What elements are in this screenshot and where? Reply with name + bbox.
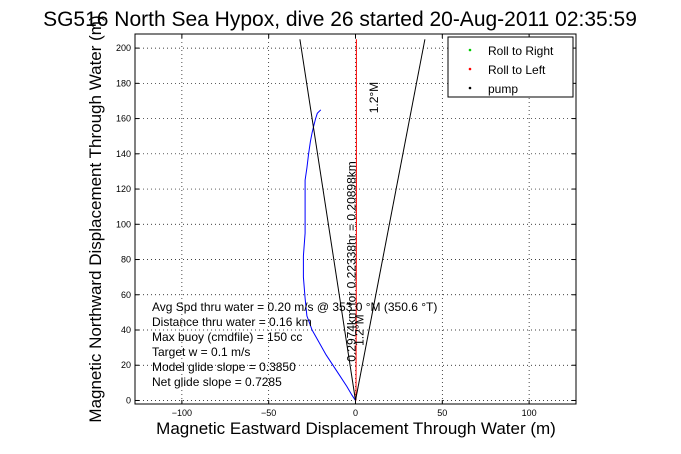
y-tick-label: 80	[121, 255, 131, 265]
y-tick-label: 20	[121, 360, 131, 370]
legend-entry: Roll to Right	[488, 44, 554, 58]
series-line	[299, 39, 356, 401]
y-tick-label: 120	[116, 184, 131, 194]
stat-line: Net glide slope = 0.7285	[152, 375, 282, 389]
stat-line: Max buoy (cmdfile) = 150 cc	[152, 330, 302, 344]
annotation-label: 0.2974km for 0.22338hr = 0.20898km	[345, 161, 359, 361]
x-tick-label: −50	[261, 408, 276, 418]
stat-line: Model glide slope = 0.3850	[152, 360, 296, 374]
series-line	[302, 109, 356, 401]
plot-border	[134, 33, 577, 405]
y-axis-ticks: 0 20 40 60 80 100 120 140 160 180 200	[116, 43, 576, 405]
legend-marker	[468, 86, 472, 90]
legend-marker	[468, 48, 472, 52]
x-tick-label: 100	[522, 408, 537, 418]
x-tick-label: −100	[172, 408, 192, 418]
y-tick-label: 40	[121, 325, 131, 335]
dive-stats: Avg Spd thru water = 0.20 m/s @ 353.0 °M…	[152, 300, 437, 389]
y-axis-label: Magnetic Northward Displacement Through …	[86, 15, 105, 422]
annotation-label: 1.2°M	[352, 314, 366, 345]
y-tick-label: 60	[121, 290, 131, 300]
y-tick-label: 140	[116, 149, 131, 159]
stat-line: Distance thru water = 0.16 km	[152, 315, 312, 329]
x-tick-label: 0	[353, 408, 358, 418]
x-axis-ticks: −100 −50 0 50 100	[172, 34, 537, 418]
y-tick-label: 100	[116, 219, 131, 229]
stat-line: Target w = 0.1 m/s	[152, 345, 250, 359]
y-tick-label: 180	[116, 78, 131, 88]
series-line	[355, 39, 426, 401]
legend: Roll to Right Roll to Left pump	[447, 36, 574, 98]
y-tick-label: 160	[116, 114, 131, 124]
annotation-label: 1.2°M	[367, 82, 381, 113]
x-tick-label: 50	[437, 408, 447, 418]
annotations: 0.2974km for 0.22338hr = 0.20898km1.2°M1…	[345, 82, 382, 362]
legend-entry: pump	[488, 82, 518, 96]
legend-box	[447, 36, 574, 98]
series-layer	[299, 39, 426, 401]
chart-title: SG516 North Sea Hypox, dive 26 started 2…	[43, 8, 637, 31]
stat-line: Avg Spd thru water = 0.20 m/s @ 353.0 °M…	[152, 300, 437, 314]
legend-entry: Roll to Left	[488, 63, 546, 77]
y-tick-label: 0	[126, 395, 131, 405]
legend-marker	[468, 67, 472, 71]
y-tick-label: 200	[116, 43, 131, 53]
x-axis-label: Magnetic Eastward Displacement Through W…	[156, 419, 556, 438]
